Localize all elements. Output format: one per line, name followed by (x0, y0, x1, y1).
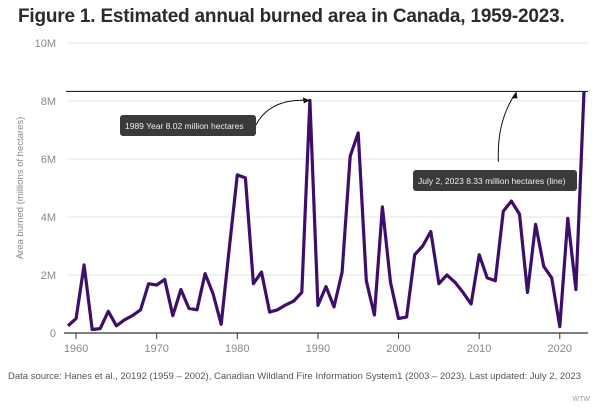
annotation-2023-box (413, 170, 577, 191)
y-tick-label: 0 (50, 328, 56, 340)
x-tick-label: 1960 (64, 343, 88, 355)
x-tick-label: 1970 (144, 343, 168, 355)
annotation-2023-line: July 2, 2023 8.33 million hectares (line… (413, 91, 577, 191)
y-tick-label: 8M (41, 96, 56, 108)
x-tick-label: 1990 (306, 343, 330, 355)
gridlines (68, 42, 588, 276)
y-axis: 0 2M 4M 6M 8M 10M (35, 38, 56, 340)
line-chart: 0 2M 4M 6M 8M 10M 1960 1970 1980 1990 2000 2010 202… (15, 38, 588, 355)
y-axis-label: Area burned (millions of hectares) (15, 117, 26, 260)
x-axis: 1960 1970 1980 1990 2000 2010 2020 (64, 332, 588, 355)
annotation-2023-text: July 2, 2023 8.33 million hectares (line… (418, 176, 566, 186)
y-tick-label: 6M (41, 154, 56, 166)
brand-label: WTW (572, 396, 591, 403)
series-line-annual-burned-area (66, 91, 586, 332)
annotation-1989: 1989 Year 8.02 million hectares (120, 97, 310, 136)
annotation-1989-connector (255, 99, 308, 126)
annotation-1989-box (120, 115, 256, 136)
y-tick-label: 2M (41, 270, 56, 282)
annotation-1989-text: 1989 Year 8.02 million hectares (125, 121, 244, 131)
y-tick-label: 10M (35, 38, 56, 50)
data-source-note: Data source: Hanes et al., 20192 (1959 –… (8, 371, 581, 382)
x-tick-label: 2020 (548, 343, 572, 355)
y-tick-label: 4M (41, 212, 56, 224)
chart-title: Figure 1. Estimated annual burned area i… (18, 6, 565, 27)
annotation-1989-arrowhead (302, 97, 310, 104)
x-tick-label: 2000 (386, 343, 410, 355)
x-tick-label: 2010 (467, 343, 491, 355)
annotation-2023-arrowhead (511, 91, 518, 99)
annotation-2023-connector (497, 93, 516, 163)
x-tick-label: 1980 (225, 343, 249, 355)
